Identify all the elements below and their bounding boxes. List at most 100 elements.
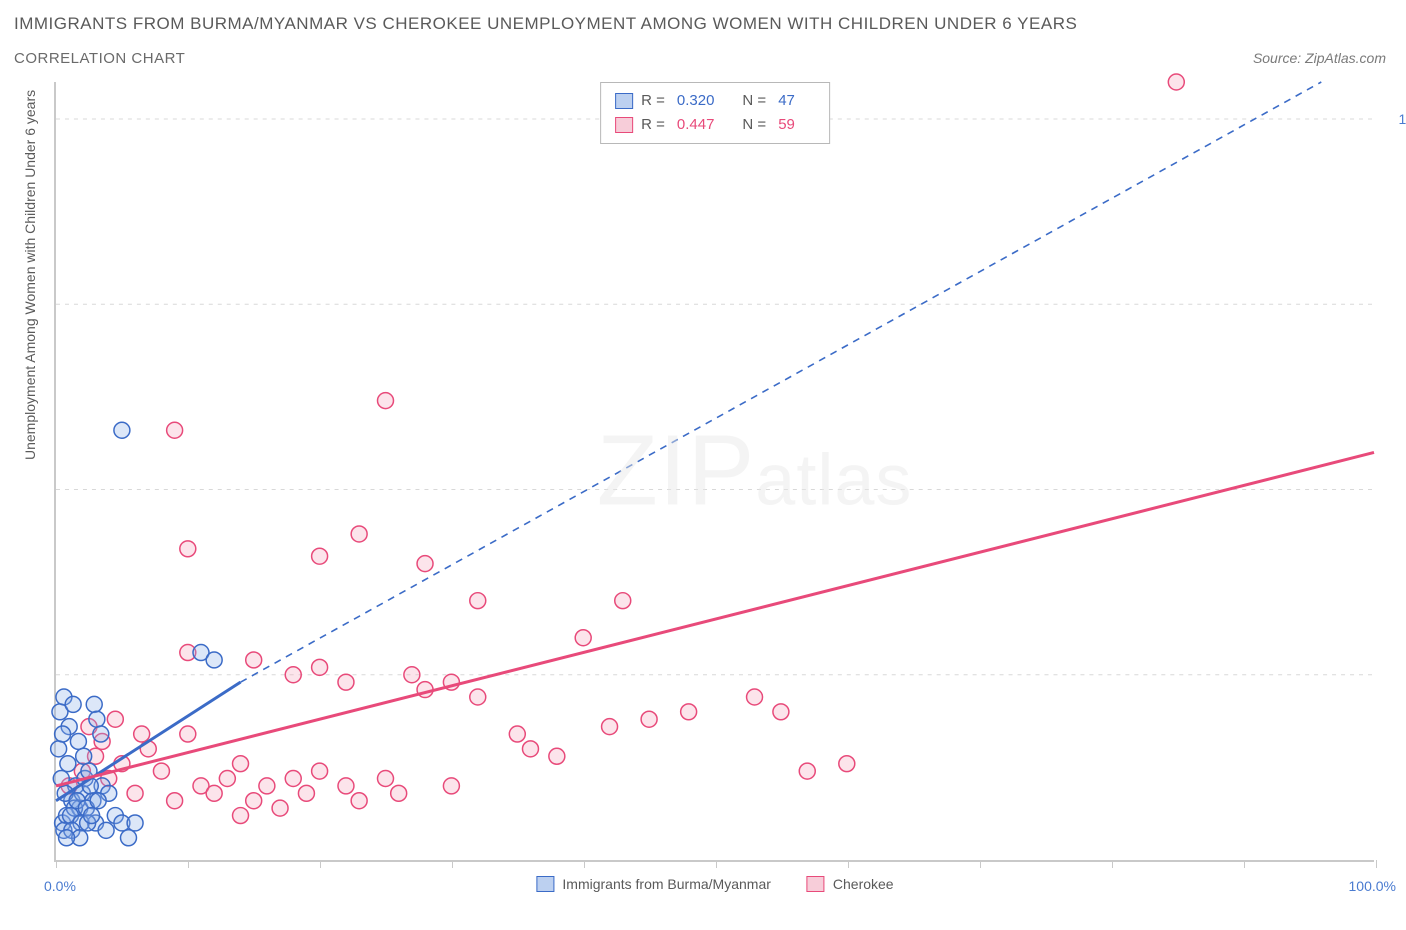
data-point-cherokee (127, 785, 143, 801)
trend-line-cherokee (56, 452, 1374, 785)
data-point-cherokee (549, 748, 565, 764)
x-tick (188, 860, 189, 868)
data-point-burma (84, 808, 100, 824)
legend-r-label: R = (641, 89, 665, 113)
data-point-cherokee (312, 659, 328, 675)
data-point-cherokee (338, 674, 354, 690)
x-tick (56, 860, 57, 868)
data-point-cherokee (773, 704, 789, 720)
chart-title: IMMIGRANTS FROM BURMA/MYANMAR VS CHEROKE… (14, 14, 1077, 34)
data-point-cherokee (167, 793, 183, 809)
data-point-burma (60, 756, 76, 772)
data-point-cherokee (233, 808, 249, 824)
data-point-cherokee (134, 726, 150, 742)
data-point-burma (86, 696, 102, 712)
data-point-cherokee (285, 667, 301, 683)
chart-plot-area: ZIPatlas R =0.320N =47R =0.447N =59 Immi… (54, 82, 1374, 862)
legend-n-label: N = (742, 89, 766, 113)
trend-line-dashed-burma (241, 82, 1322, 682)
legend-correlation-row: R = 0.447 N = 59 (615, 113, 815, 137)
legend-series-item: Cherokee (807, 876, 894, 892)
data-point-burma (65, 696, 81, 712)
x-tick (1244, 860, 1245, 868)
legend-swatch (807, 876, 825, 892)
source-attribution: Source: ZipAtlas.com (1253, 50, 1386, 66)
data-point-cherokee (681, 704, 697, 720)
data-point-cherokee (417, 556, 433, 572)
data-point-cherokee (153, 763, 169, 779)
x-tick (848, 860, 849, 868)
x-tick (584, 860, 585, 868)
data-point-cherokee (509, 726, 525, 742)
x-tick (1112, 860, 1113, 868)
legend-r-value: 0.320 (677, 89, 715, 113)
data-point-burma (70, 733, 86, 749)
data-point-cherokee (470, 593, 486, 609)
data-point-cherokee (259, 778, 275, 794)
legend-swatch (536, 876, 554, 892)
x-tick (1376, 860, 1377, 868)
legend-n-label: N = (742, 113, 766, 137)
data-point-cherokee (470, 689, 486, 705)
data-point-burma (59, 830, 75, 846)
legend-series-label: Immigrants from Burma/Myanmar (562, 876, 770, 892)
correlation-legend: R =0.320N =47R =0.447N =59 (600, 82, 830, 144)
data-point-cherokee (272, 800, 288, 816)
data-point-cherokee (443, 778, 459, 794)
data-point-cherokee (378, 771, 394, 787)
y-tick-label: 100.0% (1386, 111, 1406, 127)
data-point-burma (89, 711, 105, 727)
x-tick (980, 860, 981, 868)
legend-series-label: Cherokee (833, 876, 894, 892)
data-point-cherokee (615, 593, 631, 609)
y-tick-label: 25.0% (1386, 668, 1406, 684)
data-point-cherokee (246, 793, 262, 809)
legend-r-label: R = (641, 113, 665, 137)
y-tick-label: 50.0% (1386, 483, 1406, 499)
data-point-cherokee (312, 548, 328, 564)
data-point-burma (93, 726, 109, 742)
data-point-cherokee (338, 778, 354, 794)
data-point-cherokee (246, 652, 262, 668)
x-axis-max-label: 100.0% (1349, 878, 1396, 894)
data-point-cherokee (839, 756, 855, 772)
data-point-burma (76, 748, 92, 764)
data-point-cherokee (351, 793, 367, 809)
data-point-cherokee (219, 771, 235, 787)
data-point-cherokee (312, 763, 328, 779)
data-point-burma (51, 741, 67, 757)
data-point-cherokee (233, 756, 249, 772)
legend-r-value: 0.447 (677, 113, 715, 137)
data-point-burma (55, 726, 71, 742)
x-tick (452, 860, 453, 868)
scatter-svg (56, 82, 1374, 860)
y-tick-label: 75.0% (1386, 297, 1406, 313)
data-point-burma (127, 815, 143, 831)
chart-subtitle: CORRELATION CHART (14, 50, 185, 67)
legend-swatch (615, 117, 633, 133)
data-point-cherokee (378, 393, 394, 409)
data-point-cherokee (351, 526, 367, 542)
legend-series-item: Immigrants from Burma/Myanmar (536, 876, 770, 892)
series-legend: Immigrants from Burma/Myanmar Cherokee (536, 876, 893, 892)
x-tick (716, 860, 717, 868)
data-point-cherokee (575, 630, 591, 646)
data-point-cherokee (107, 711, 123, 727)
legend-correlation-row: R =0.320N =47 (615, 89, 815, 113)
data-point-cherokee (602, 719, 618, 735)
data-point-cherokee (180, 726, 196, 742)
data-point-burma (121, 830, 137, 846)
data-point-burma (206, 652, 222, 668)
data-point-cherokee (1168, 74, 1184, 90)
data-point-cherokee (167, 422, 183, 438)
legend-n-value: 59 (778, 113, 795, 137)
x-axis-min-label: 0.0% (44, 878, 76, 894)
data-point-burma (98, 822, 114, 838)
data-point-burma (114, 422, 130, 438)
data-point-cherokee (747, 689, 763, 705)
data-point-cherokee (206, 785, 222, 801)
y-axis-label: Unemployment Among Women with Children U… (22, 90, 38, 460)
data-point-cherokee (298, 785, 314, 801)
x-tick (320, 860, 321, 868)
data-point-cherokee (180, 541, 196, 557)
